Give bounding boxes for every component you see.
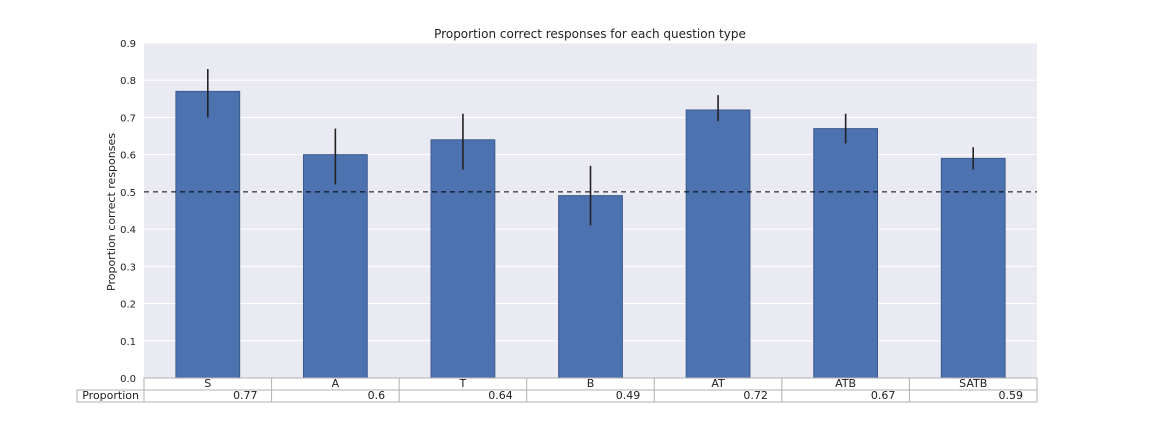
y-tick-label: 0.2 — [120, 300, 136, 311]
table-data-row — [76, 389, 1038, 403]
bar — [813, 128, 879, 379]
table-cell: 0.67 — [871, 389, 896, 402]
y-tick-label: 0.9 — [120, 39, 136, 50]
table-row-label: Proportion — [82, 389, 139, 402]
y-tick-label: 0.3 — [120, 262, 136, 273]
y-tick-label: 0.6 — [120, 151, 136, 162]
bar — [940, 157, 1006, 379]
y-tick-labels: 0.0 0.1 0.2 0.3 0.4 0.5 0.6 0.7 0.8 0.9 — [120, 39, 136, 385]
bar — [430, 139, 496, 379]
table-cell: 0.72 — [743, 389, 768, 402]
x-tick-label: A — [332, 377, 340, 390]
x-tick-label: S — [204, 377, 211, 390]
bar — [175, 90, 241, 379]
y-axis-label: Proportion correct responses — [105, 133, 118, 291]
y-tick-label: 0.4 — [120, 225, 136, 236]
chart-title: Proportion correct responses for each qu… — [434, 27, 746, 41]
data-table: Proportion S 0.77 A 0.6 T 0.64 B 0.49 AT 0.72 ATB 0.… — [76, 377, 1038, 403]
y-tick-label: 0.7 — [120, 113, 136, 124]
table-cell: 0.77 — [233, 389, 258, 402]
bar — [302, 154, 368, 379]
x-tick-label: ATB — [835, 377, 856, 390]
x-tick-label: B — [587, 377, 595, 390]
x-tick-label: SATB — [959, 377, 987, 390]
table-cell: 0.6 — [368, 389, 386, 402]
x-tick-label: T — [459, 377, 467, 390]
bars — [175, 90, 1006, 379]
y-tick-label: 0.8 — [120, 76, 136, 87]
error-bars — [206, 69, 975, 226]
x-tick-label: AT — [711, 377, 725, 390]
y-tick-label: 0.0 — [120, 374, 136, 385]
y-tick-label: 0.1 — [120, 337, 136, 348]
y-tick-label: 0.5 — [120, 188, 136, 199]
table-cell: 0.59 — [999, 389, 1024, 402]
table-cell: 0.64 — [488, 389, 513, 402]
table-cell: 0.49 — [616, 389, 641, 402]
bar — [685, 109, 751, 379]
